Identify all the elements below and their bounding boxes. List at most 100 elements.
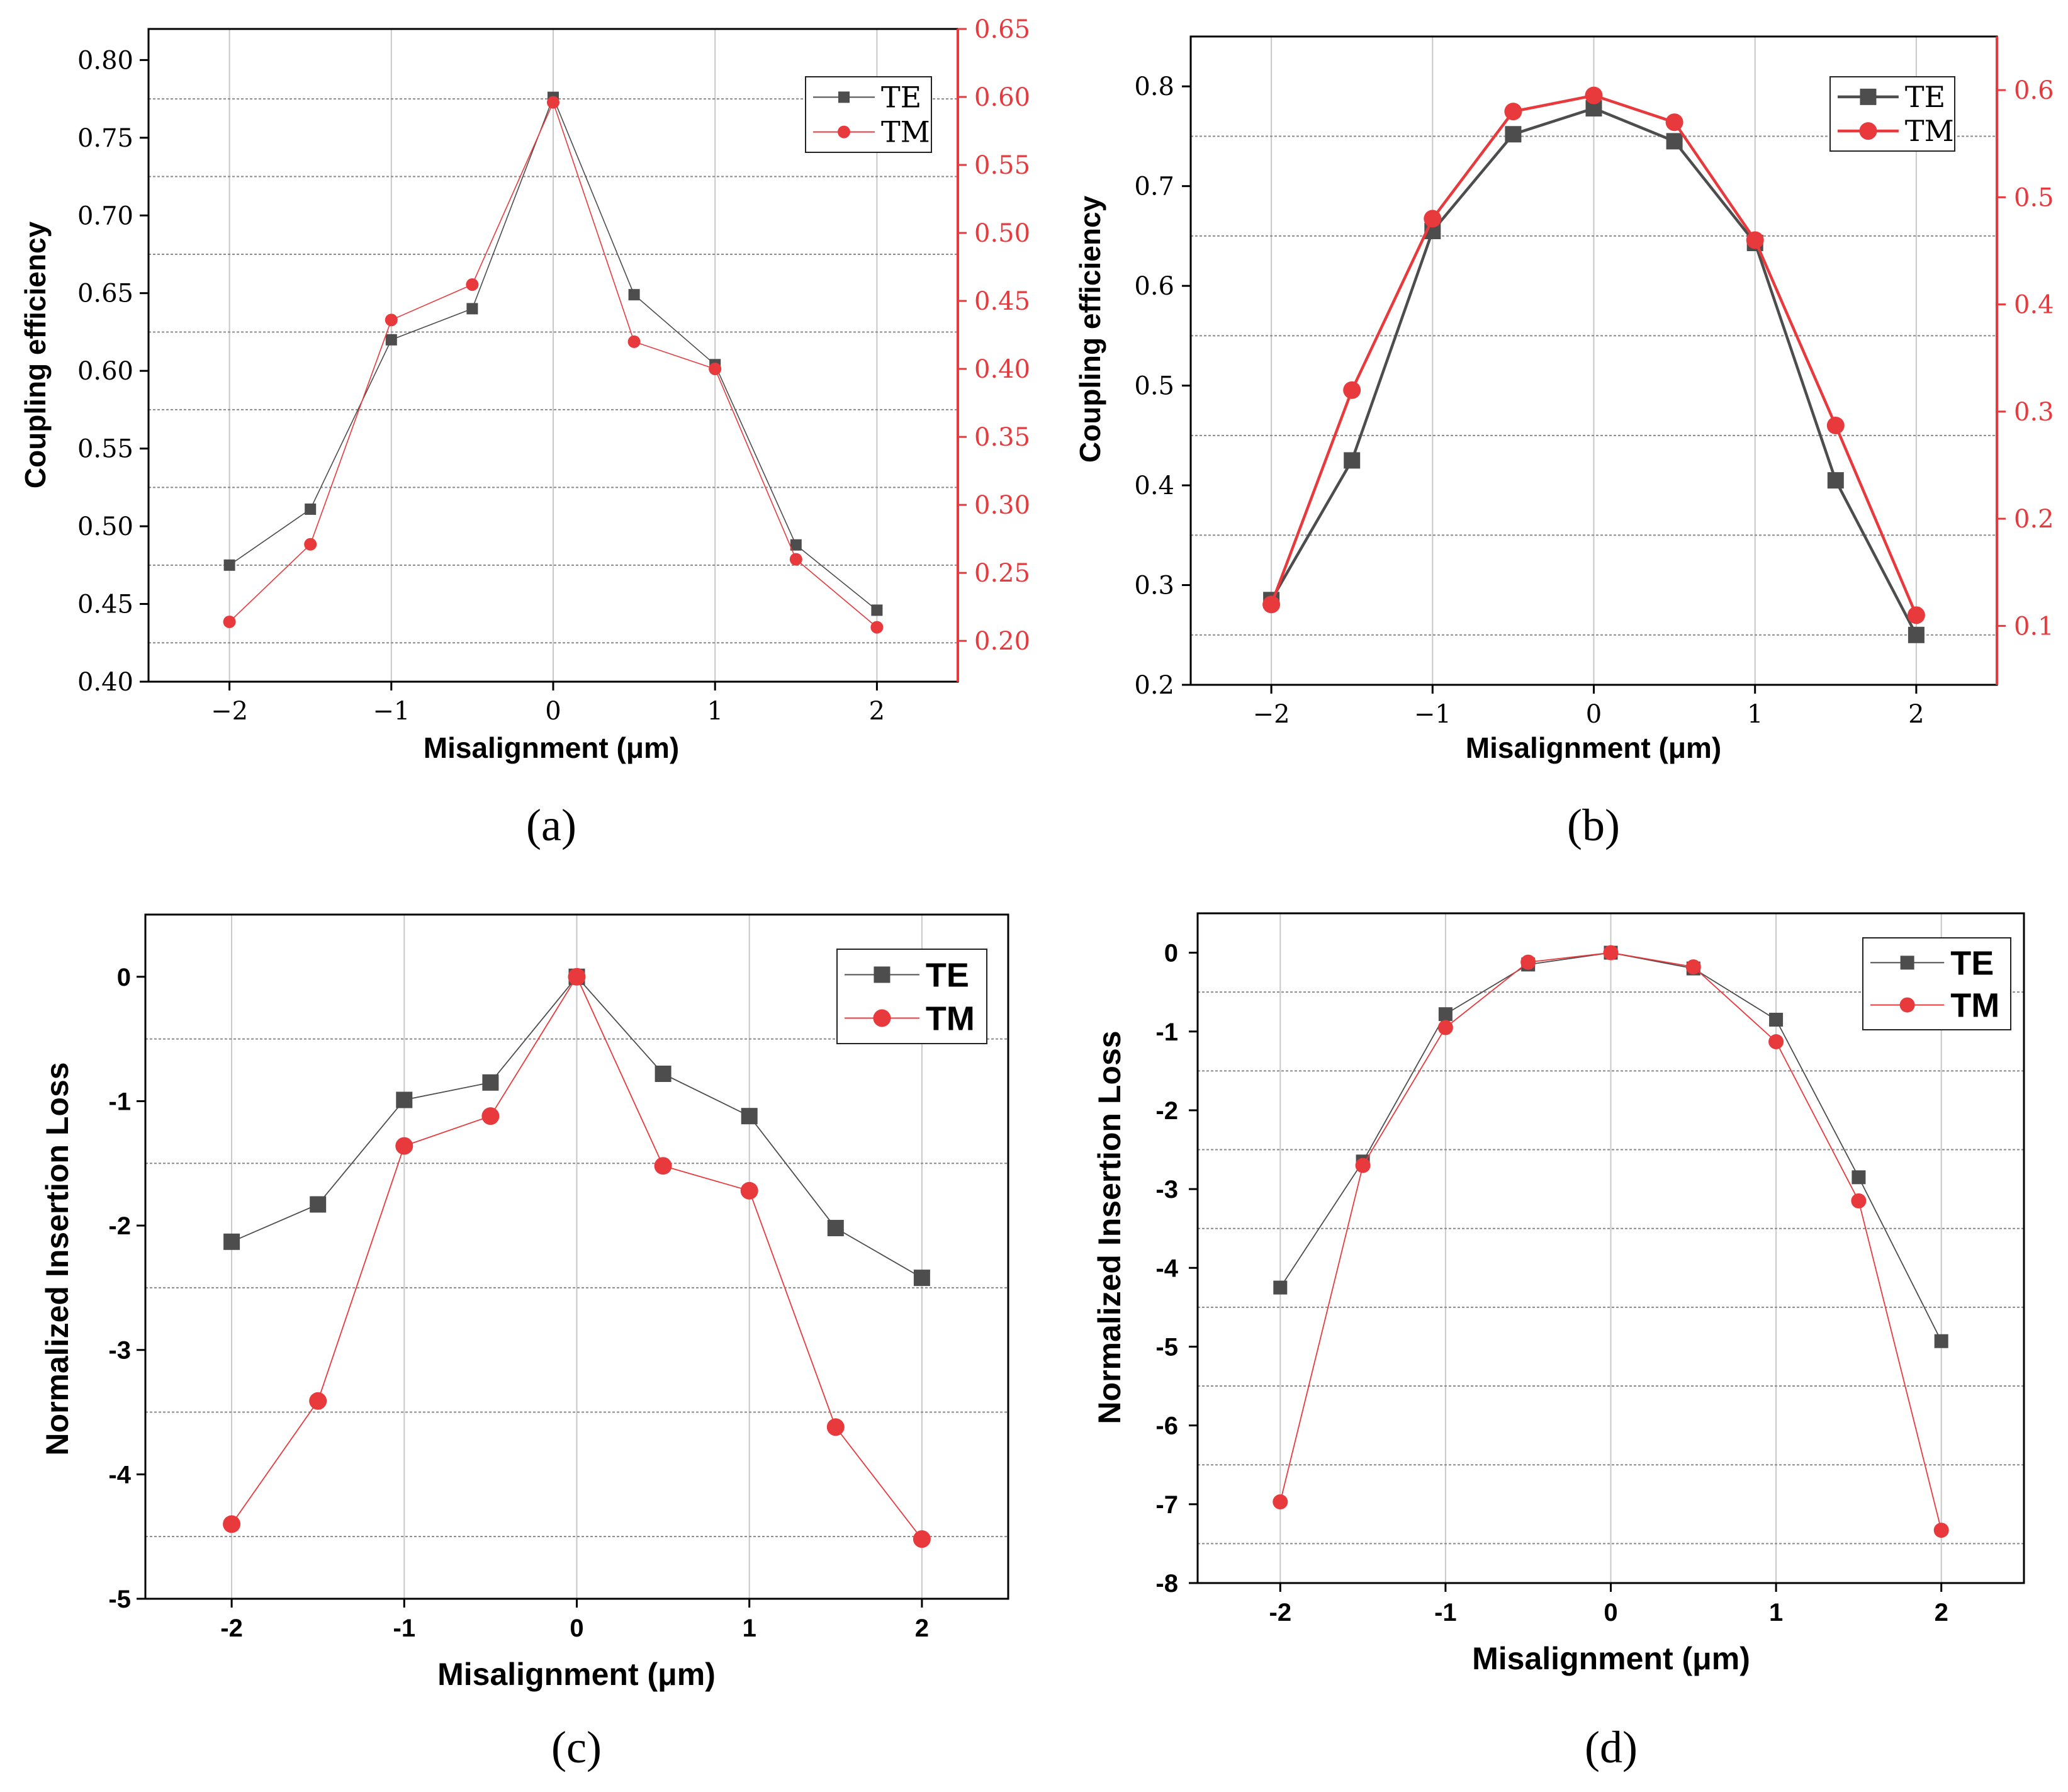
y-tick-label: 0: [1164, 940, 1178, 967]
y-tick-label: -7: [1155, 1491, 1178, 1519]
chart-panel-d: -2 -1 0 1 2 -8 -7 -6 -5 -4 -3 -2 -1 0 Misalignment (μm…: [1092, 912, 2025, 1772]
x-tick-label: -2: [220, 1614, 243, 1642]
data-point-te: [1666, 133, 1683, 150]
y-tick-label: -3: [1155, 1176, 1178, 1203]
y-tick-label: -8: [1155, 1570, 1178, 1598]
chart-panel-b: −2 −1 0 1 2 0.2 0.3 0.4 0.5 0.6 0.7 0.8 0.1 0.2 0.3 0.4…: [1074, 35, 2054, 850]
y2-tick-label: 0.1: [2014, 612, 2054, 641]
y-tick-label: -4: [108, 1461, 131, 1489]
x-tick-label: -1: [1434, 1599, 1457, 1626]
data-point-tm: [1273, 1494, 1288, 1510]
y-tick-label: -2: [1155, 1097, 1178, 1125]
legend-label-te: TE: [1950, 944, 1994, 982]
y2-tick-label: 0.4: [2014, 291, 2054, 320]
data-point-tm: [223, 615, 236, 628]
x-tick-label: −2: [211, 697, 248, 726]
data-point-tm: [1424, 210, 1442, 228]
data-point-te: [1438, 1007, 1453, 1022]
data-point-tm: [1851, 1193, 1867, 1209]
data-point-tm: [1603, 945, 1619, 961]
y2-tick-label: 0.3: [2014, 398, 2054, 427]
data-point-te: [1852, 1170, 1866, 1185]
data-point-tm: [740, 1181, 758, 1200]
y-axis-label: Coupling efficiency: [1074, 195, 1106, 463]
data-point-tm: [466, 278, 479, 291]
y-tick-label: 0.80: [77, 46, 133, 75]
data-point-te: [1769, 1012, 1784, 1027]
y2-tick-label: 0.20: [974, 627, 1030, 656]
legend-marker-tm: [838, 125, 850, 138]
data-point-tm: [789, 553, 802, 566]
data-point-te: [1908, 626, 1925, 643]
data-point-tm: [1826, 417, 1845, 434]
data-point-te: [827, 1220, 844, 1237]
data-point-tm: [481, 1107, 500, 1125]
x-tick-label: 2: [869, 697, 885, 726]
data-point-tm: [654, 1157, 672, 1175]
data-point-tm: [1437, 1020, 1453, 1035]
x-axis-label: Misalignment (μm): [1472, 1641, 1750, 1676]
data-point-tm: [395, 1137, 413, 1155]
x-tick-label: 2: [915, 1614, 929, 1642]
legend: TE TM: [836, 949, 987, 1044]
y-tick-label: -2: [108, 1212, 131, 1240]
legend-box: [1862, 937, 2011, 1030]
chart-panel-c: -2 -1 0 1 2 -5 -4 -3 -2 -1 0 Misalignment (μm) Norma…: [40, 913, 1009, 1772]
data-point-te: [305, 503, 317, 515]
data-point-te: [1934, 1334, 1948, 1348]
data-point-te: [1273, 1280, 1288, 1295]
y-tick-label: -4: [1155, 1254, 1178, 1282]
x-tick-label: 0: [545, 697, 561, 726]
legend-box: [1829, 76, 1955, 152]
x-tick-label: −2: [1253, 700, 1290, 729]
data-point-te: [385, 334, 397, 346]
x-tick-label: -1: [393, 1614, 416, 1642]
x-tick-label: 1: [1769, 1599, 1783, 1626]
data-point-tm: [1907, 606, 1925, 624]
legend-label-te: TE: [1905, 80, 1945, 114]
legend-box: [836, 949, 987, 1044]
x-tick-label: −1: [1414, 700, 1451, 729]
y-tick-label: -5: [1155, 1333, 1178, 1361]
y-tick-label: 0.45: [77, 590, 133, 619]
data-point-tm: [385, 313, 398, 327]
y2-tick-label: 0.6: [2014, 76, 2054, 105]
data-point-te: [871, 604, 883, 616]
y-tick-label: -1: [108, 1088, 131, 1115]
legend-label-te: TE: [926, 956, 969, 994]
legend-label-tm: TM: [926, 1000, 975, 1037]
y2-tick-label: 0.40: [974, 355, 1030, 384]
y2-tick-label: 0.50: [974, 219, 1030, 248]
y-axis-label: Coupling efficiency: [19, 221, 52, 488]
y-tick-label: 0.4: [1134, 471, 1174, 500]
y-tick-label: 0.40: [77, 668, 133, 697]
x-tick-label: −1: [373, 697, 410, 726]
legend-label-tm: TM: [1950, 986, 1999, 1024]
y2-tick-label: 0.5: [2014, 183, 2054, 212]
y-tick-label: 0.65: [77, 279, 133, 308]
data-point-tm: [1262, 595, 1281, 614]
data-point-tm: [309, 1392, 327, 1410]
data-point-te: [655, 1065, 672, 1082]
x-tick-label: 0: [1586, 700, 1602, 729]
x-tick-label: 1: [707, 697, 722, 726]
data-point-tm: [1665, 113, 1683, 132]
data-point-te: [223, 1233, 240, 1250]
data-point-tm: [826, 1418, 845, 1436]
data-point-te: [482, 1074, 499, 1091]
legend-marker-te: [838, 91, 850, 103]
y2-tick-label: 0.25: [974, 559, 1030, 588]
data-point-te: [1505, 126, 1522, 143]
panel-label: (d): [1585, 1722, 1638, 1772]
y-axis-label: Normalized Insertion Loss: [1092, 1030, 1127, 1424]
x-axis-label: Misalignment (μm): [424, 731, 679, 764]
data-point-te: [223, 559, 235, 571]
data-point-tm: [547, 96, 559, 109]
y2-tick-label: 0.45: [974, 287, 1030, 316]
data-point-tm: [1768, 1034, 1784, 1050]
data-point-tm: [1520, 954, 1536, 970]
x-tick-label: 2: [1935, 1599, 1948, 1626]
legend-marker-te: [1860, 88, 1877, 105]
x-tick-label: 2: [1908, 700, 1924, 729]
